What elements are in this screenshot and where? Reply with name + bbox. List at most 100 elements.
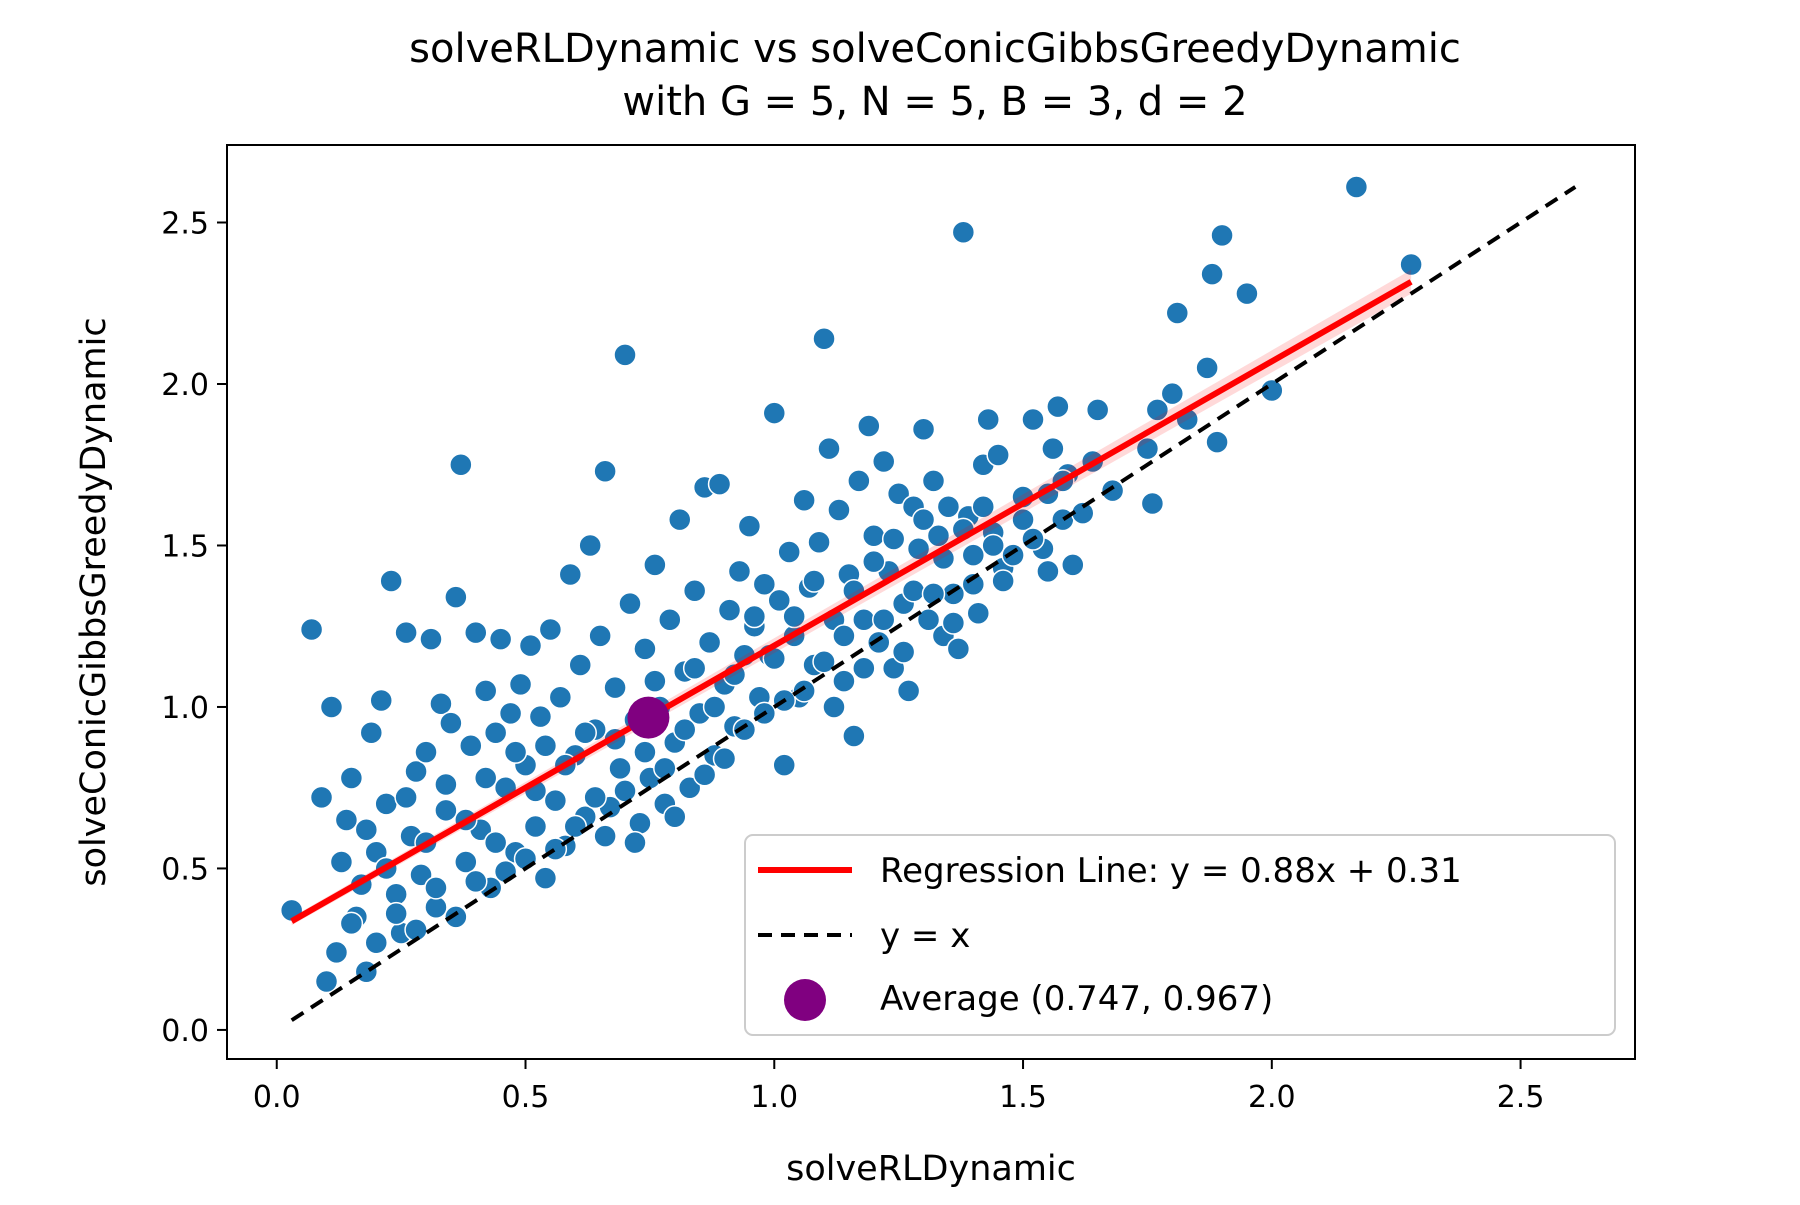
scatter-point: [588, 624, 612, 648]
scatter-point: [643, 553, 667, 577]
scatter-point: [817, 436, 841, 461]
scatter-point: [1046, 394, 1070, 419]
scatter-point: [966, 601, 991, 626]
scatter-point: [464, 869, 488, 894]
scatter-point: [339, 911, 364, 936]
scatter-point: [1021, 407, 1045, 432]
scatter-point: [1205, 430, 1229, 454]
scatter-point: [633, 637, 657, 661]
scatter-point: [409, 863, 433, 887]
scatter-point: [354, 960, 379, 984]
scatter-point: [548, 685, 573, 710]
scatter-point: [528, 704, 553, 729]
scatter-point: [434, 798, 458, 823]
x-tick-label: 2.5: [1497, 1080, 1545, 1115]
scatter-point: [439, 711, 463, 735]
scatter-point: [414, 740, 438, 764]
scatter-point: [986, 443, 1010, 467]
scatter-point: [1399, 252, 1423, 277]
scatter-point: [672, 717, 697, 742]
scatter-point: [727, 559, 752, 584]
scatter-point: [961, 572, 986, 596]
scatter-point: [1235, 281, 1259, 306]
scatter-point: [862, 549, 886, 574]
x-tick-label: 0.0: [253, 1080, 301, 1115]
scatter-point: [464, 620, 488, 645]
scatter-point: [558, 562, 583, 587]
scatter-point: [667, 507, 692, 532]
scatter-point: [677, 775, 702, 800]
scatter-point: [354, 817, 379, 842]
scatter-point: [936, 494, 961, 519]
scatter-point: [1140, 491, 1165, 516]
average-marker: [627, 696, 670, 739]
scatter-point: [444, 585, 468, 609]
scatter-point: [573, 721, 597, 745]
scatter-point: [623, 830, 647, 855]
scatter-point: [339, 766, 364, 790]
scatter-point: [488, 627, 513, 651]
scatter-point: [593, 459, 617, 483]
scatter-point: [802, 569, 826, 593]
scatter-point: [752, 572, 777, 596]
scatter-point: [404, 759, 428, 784]
scatter-point: [1036, 559, 1060, 584]
scatter-point: [473, 766, 498, 790]
scatter-point: [424, 876, 448, 900]
y-axis-label: solveConicGibbsGreedyDynamic: [74, 317, 114, 886]
scatter-point: [916, 608, 941, 632]
legend-average-swatch: [784, 979, 826, 1021]
scatter-point: [881, 527, 906, 551]
scatter-point: [926, 524, 951, 548]
scatter-point: [961, 543, 986, 567]
scatter-point: [364, 930, 389, 955]
scatter-point: [334, 808, 359, 832]
scatter-point: [563, 814, 588, 839]
scatter-point: [807, 530, 831, 555]
plot-marks: [279, 175, 1577, 1022]
scatter-point: [812, 649, 836, 674]
scatter-point: [1001, 543, 1025, 567]
legend-average-label: Average (0.747, 0.967): [880, 979, 1273, 1019]
scatter-point: [324, 940, 349, 965]
chart-subtitle: with G = 5, N = 5, B = 3, d = 2: [622, 79, 1247, 125]
scatter-point: [434, 772, 458, 797]
scatter-point: [911, 507, 936, 532]
scatter-point: [971, 494, 995, 519]
scatter-point: [692, 763, 717, 787]
scatter-point: [1210, 223, 1234, 248]
scatter-point: [658, 608, 682, 632]
scatter-point: [369, 688, 393, 713]
chart-title: solveRLDynamic vs solveConicGibbsGreedyD…: [409, 26, 1461, 72]
scatter-point: [1051, 507, 1075, 532]
scatter-point: [1145, 398, 1170, 422]
scatter-point: [419, 627, 443, 651]
scatter-point: [1200, 262, 1224, 286]
scatter-point: [314, 969, 339, 994]
scatter-point: [901, 578, 926, 603]
x-tick-label: 1.5: [999, 1080, 1047, 1115]
y-tick-label: 0.5: [161, 852, 209, 887]
scatter-point: [697, 630, 722, 655]
scatter-point: [827, 498, 851, 522]
y-tick-label: 1.0: [161, 691, 209, 726]
scatter-point: [394, 785, 418, 810]
scatter-point: [812, 327, 836, 351]
legend-regression-label: Regression Line: y = 0.88x + 0.31: [880, 851, 1462, 891]
scatter-point: [633, 740, 657, 764]
scatter-point: [613, 343, 637, 367]
scatter-point: [1135, 436, 1160, 461]
scatter-point: [454, 850, 478, 874]
scatter-point: [852, 656, 876, 680]
scatter-point: [941, 582, 966, 606]
scatter-point: [578, 533, 602, 558]
scatter-point: [921, 469, 946, 493]
scatter-point: [299, 617, 324, 642]
scatter-point: [772, 753, 796, 777]
scatter-point: [742, 604, 767, 629]
scatter-point: [568, 653, 592, 677]
scatter-point: [1061, 553, 1085, 577]
scatter-point: [309, 785, 334, 810]
